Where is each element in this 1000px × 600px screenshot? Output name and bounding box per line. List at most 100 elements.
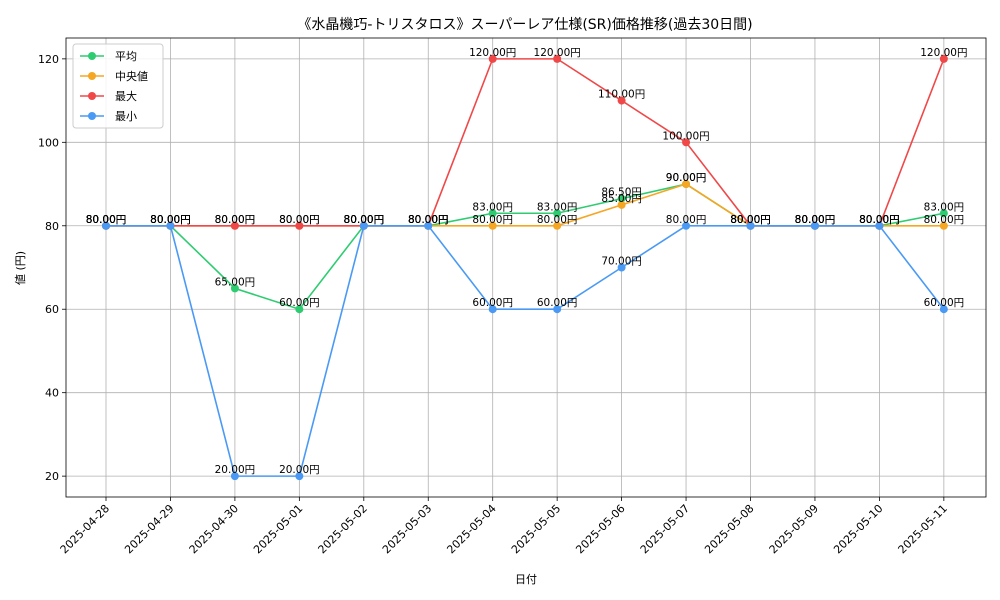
data-point [102,221,110,230]
data-label: 83.00円 [472,201,513,213]
data-label: 80.00円 [859,214,900,226]
data-point [295,305,304,314]
y-tick-label: 100 [38,136,59,149]
data-label: 80.00円 [859,214,900,226]
data-point [617,200,626,209]
data-label: 70.00円 [601,256,642,268]
data-label: 80.00円 [215,214,256,226]
x-tick-label: 2025-04-30 [187,502,241,556]
data-label: 80.00円 [859,214,900,226]
x-tick-label: 2025-05-01 [251,502,305,556]
data-label: 65.00円 [215,276,256,288]
x-axis-label: 日付 [515,573,537,586]
x-tick-label: 2025-05-03 [380,502,434,556]
data-label: 80.00円 [730,214,771,226]
data-label: 80.00円 [86,214,127,226]
data-label: 60.00円 [537,297,578,309]
data-label: 80.00円 [344,214,385,226]
plot-frame [65,37,987,498]
legend-marker [88,92,96,100]
data-label: 80.00円 [150,214,191,226]
data-label: 80.00円 [86,214,127,226]
x-tick-label: 2025-05-05 [509,502,563,556]
data-point [295,472,304,481]
data-label: 80.00円 [408,214,449,226]
data-point [617,96,626,105]
data-label: 80.00円 [472,214,513,226]
legend-label: 中央値 [115,70,148,83]
data-point [553,221,562,230]
legend-label: 最小 [115,110,137,123]
x-tick-label: 2025-04-28 [58,502,112,556]
x-tick-label: 2025-05-11 [896,502,950,556]
legend-marker [88,112,96,120]
series-line [106,224,945,477]
data-point [230,284,239,293]
data-point [230,221,239,230]
data-label: 80.00円 [408,214,449,226]
data-label: 120.00円 [920,47,967,59]
series-layer [102,54,948,481]
y-tick-label: 80 [45,220,59,233]
data-label: 86.50円 [601,187,642,199]
data-label: 80.00円 [795,214,836,226]
data-point [488,54,497,63]
chart-title: 《水晶機巧-トリスタロス》スーパーレア仕様(SR)価格推移(過去30日間) [297,17,752,33]
data-label: 80.00円 [666,214,707,226]
data-label: 83.00円 [924,201,965,213]
data-label: 85.00円 [601,193,642,205]
data-label: 80.00円 [344,214,385,226]
data-label: 80.00円 [408,214,449,226]
data-label: 80.00円 [86,214,127,226]
data-point [746,221,755,230]
data-point [617,263,626,272]
data-label: 80.00円 [537,214,578,226]
data-point [682,138,691,147]
legend-marker [88,52,96,60]
data-point [295,221,304,230]
grid-layer [66,38,986,497]
data-label: 80.00円 [344,214,385,226]
y-tick-label: 40 [45,387,59,400]
data-label: 80.00円 [730,214,771,226]
data-label: 80.00円 [150,214,191,226]
y-axis-label: 値 (円) [14,251,27,285]
data-point [939,209,948,218]
data-point [166,221,175,230]
data-label: 120.00円 [469,47,516,59]
data-point [939,221,948,230]
data-point [424,221,433,230]
y-tick-label: 60 [45,303,59,316]
data-point [553,54,562,63]
data-point [875,221,884,230]
data-label: 80.00円 [730,214,771,226]
data-point [939,305,948,314]
data-label: 80.00円 [215,214,256,226]
data-point [359,221,368,230]
data-label: 80.00円 [150,214,191,226]
legend-box [72,43,164,129]
y-tick-label: 120 [38,53,59,66]
data-label: 80.00円 [279,214,320,226]
data-label: 60.00円 [279,297,320,309]
data-label: 80.00円 [859,214,900,226]
data-label: 80.00円 [344,214,385,226]
legend-label: 平均 [115,50,137,63]
data-point [682,221,691,230]
data-point [230,472,239,481]
data-label: 100.00円 [662,130,709,142]
data-point [682,180,691,189]
data-label: 80.00円 [924,214,965,226]
x-tick-label: 2025-05-04 [444,502,498,556]
data-label: 90.00円 [666,172,707,184]
data-label: 20.00円 [279,464,320,476]
data-label: 60.00円 [924,297,965,309]
data-label: 60.00円 [472,297,513,309]
data-label: 90.00円 [666,172,707,184]
x-tick-label: 2025-05-07 [638,502,692,556]
data-point [553,209,562,218]
data-label: 80.00円 [150,214,191,226]
x-tick-label: 2025-05-02 [316,502,370,556]
